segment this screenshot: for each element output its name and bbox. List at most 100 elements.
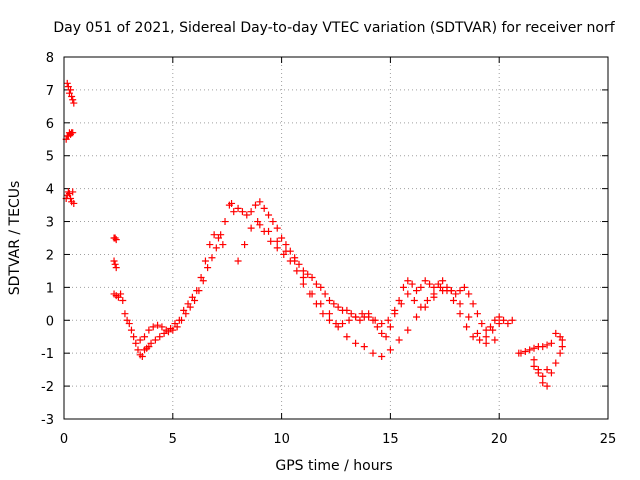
- data-point: [430, 293, 438, 301]
- data-point: [504, 320, 512, 328]
- data-point: [430, 283, 438, 291]
- data-point: [399, 283, 407, 291]
- data-point: [384, 316, 392, 324]
- data-point: [234, 204, 242, 212]
- series-norf-e: [136, 231, 227, 344]
- data-point: [460, 283, 468, 291]
- data-point: [295, 260, 303, 268]
- y-tick-label: -2: [41, 380, 54, 395]
- series-norf-a: [63, 79, 78, 107]
- y-tick-label: 7: [46, 84, 54, 99]
- data-point: [413, 313, 421, 321]
- data-point: [282, 241, 290, 249]
- data-point: [539, 379, 547, 387]
- data-point: [325, 310, 333, 318]
- data-point: [382, 333, 390, 341]
- data-point: [547, 339, 555, 347]
- data-point: [238, 208, 246, 216]
- data-point: [391, 306, 399, 314]
- data-point: [210, 231, 218, 239]
- data-point: [278, 234, 286, 242]
- data-point: [317, 300, 325, 308]
- y-tick-label: -1: [41, 347, 54, 362]
- data-point: [299, 273, 307, 281]
- data-point: [158, 323, 166, 331]
- data-point: [241, 241, 249, 249]
- data-point: [206, 241, 214, 249]
- data-point: [151, 336, 159, 344]
- data-point: [293, 267, 301, 275]
- data-point: [269, 218, 277, 226]
- data-point: [317, 283, 325, 291]
- data-point: [397, 300, 405, 308]
- series-norf-i: [515, 329, 566, 390]
- data-point: [63, 79, 71, 87]
- data-point: [70, 99, 78, 107]
- data-point: [482, 333, 490, 341]
- data-point: [373, 323, 381, 331]
- data-point: [145, 326, 153, 334]
- data-point: [469, 300, 477, 308]
- data-point: [304, 270, 312, 278]
- data-point: [291, 257, 299, 265]
- data-point: [111, 260, 119, 268]
- data-point: [369, 349, 377, 357]
- data-point: [410, 297, 418, 305]
- data-point: [469, 333, 477, 341]
- data-point: [558, 336, 566, 344]
- data-point: [356, 316, 364, 324]
- data-point: [136, 336, 144, 344]
- data-point: [265, 227, 273, 235]
- data-point: [491, 316, 499, 324]
- x-tick-label: 25: [600, 432, 617, 447]
- data-point: [214, 234, 222, 242]
- data-point: [489, 326, 497, 334]
- data-point: [308, 290, 316, 298]
- x-tick-label: 20: [491, 432, 508, 447]
- data-point: [456, 310, 464, 318]
- data-point: [539, 372, 547, 380]
- series-norf-d: [110, 199, 236, 360]
- data-point: [345, 316, 353, 324]
- data-point: [386, 323, 394, 331]
- data-point: [343, 333, 351, 341]
- data-point: [456, 287, 464, 295]
- data-point: [267, 237, 275, 245]
- data-point: [408, 280, 416, 288]
- y-tick-label: 5: [46, 150, 54, 165]
- data-point: [482, 326, 490, 334]
- data-point: [491, 336, 499, 344]
- data-point: [125, 320, 133, 328]
- data-point: [121, 310, 129, 318]
- data-point: [312, 280, 320, 288]
- y-tick-label: 6: [46, 117, 54, 132]
- data-point: [476, 336, 484, 344]
- series-norf-h: [256, 221, 499, 360]
- series-norf-g: [234, 218, 503, 344]
- y-tick-label: 0: [46, 314, 54, 329]
- data-point: [193, 287, 201, 295]
- data-point: [421, 303, 429, 311]
- x-tick-label: 5: [169, 432, 177, 447]
- y-tick-label: 2: [46, 248, 54, 263]
- data-point: [556, 349, 564, 357]
- data-point: [188, 293, 196, 301]
- data-point: [543, 341, 551, 349]
- data-point: [404, 326, 412, 334]
- y-tick-label: 4: [46, 183, 54, 198]
- data-point: [65, 190, 73, 198]
- data-point: [526, 346, 534, 354]
- data-point: [378, 352, 386, 360]
- data-point: [112, 264, 120, 272]
- data-point: [175, 316, 183, 324]
- data-point: [439, 277, 447, 285]
- data-point: [482, 339, 490, 347]
- data-point: [552, 329, 560, 337]
- data-point: [247, 224, 255, 232]
- data-point: [543, 382, 551, 390]
- data-point: [473, 329, 481, 337]
- data-point: [251, 201, 259, 209]
- data-point: [141, 333, 149, 341]
- data-point: [421, 277, 429, 285]
